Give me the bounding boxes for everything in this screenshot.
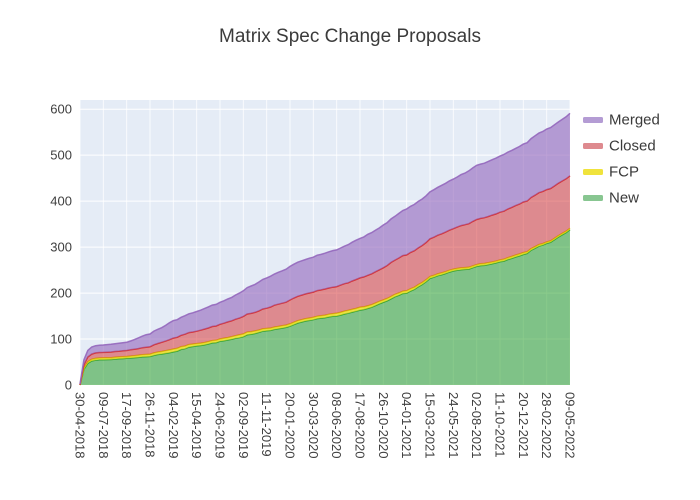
x-tick-label: 11-10-2021 [493,392,508,458]
x-tick-label: 26-11-2018 [143,392,158,458]
y-tick-label: 0 [65,378,72,393]
legend-label: FCP [609,164,639,181]
legend-swatch-merged [583,117,603,123]
legend-item-new[interactable]: New [583,190,639,207]
legend-item-merged[interactable]: Merged [583,112,660,129]
y-axis-labels: 0 100 200 300 400 500 600 [50,102,72,393]
series-area-new [80,229,570,385]
x-tick-label: 24-05-2021 [446,392,461,459]
x-tick-label: 20-12-2021 [516,392,531,459]
y-tick-label: 400 [50,194,72,209]
x-tick-label: 17-09-2018 [119,392,134,459]
legend: Merged Closed FCP New [583,112,660,207]
legend-label: Closed [609,138,656,155]
x-tick-label: 30-03-2020 [306,392,321,459]
x-tick-label: 09-07-2018 [96,392,111,459]
x-tick-label: 08-06-2020 [329,392,344,459]
legend-label: New [609,190,639,207]
series-area-merged [80,113,570,386]
x-tick-label: 11-11-2019 [259,392,274,457]
x-tick-label: 15-03-2021 [423,392,438,459]
series-area-closed [80,175,570,385]
series-areas [79,112,571,386]
y-tick-label: 200 [50,286,72,301]
x-tick-label: 15-04-2019 [189,392,204,459]
y-tick-label: 500 [50,148,72,163]
x-tick-label: 30-04-2018 [73,392,88,459]
x-tick-label: 28-02-2022 [539,392,554,459]
chart-title: Matrix Spec Change Proposals [219,26,481,47]
x-tick-label: 04-01-2021 [399,392,414,459]
x-axis-labels: 30-04-2018 09-07-2018 17-09-2018 26-11-2018… [73,392,578,459]
y-tick-label: 100 [50,332,72,347]
legend-item-fcp[interactable]: FCP [583,164,639,181]
legend-swatch-closed [583,143,603,149]
x-tick-label: 09-05-2022 [563,392,578,459]
x-tick-label: 26-10-2020 [376,392,391,459]
legend-item-closed[interactable]: Closed [583,138,656,155]
y-tick-label: 300 [50,240,72,255]
y-tick-label: 600 [50,102,72,117]
legend-swatch-fcp [583,169,603,175]
x-tick-label: 02-08-2021 [469,392,484,458]
x-tick-label: 20-01-2020 [283,392,298,459]
x-tick-label: 17-08-2020 [353,392,368,459]
x-tick-label: 02-09-2019 [236,392,251,459]
legend-swatch-new [583,195,603,201]
x-tick-label: 04-02-2019 [166,392,181,459]
legend-label: Merged [609,112,660,129]
x-tick-label: 24-06-2019 [213,392,228,459]
series-line-merged [79,112,571,385]
